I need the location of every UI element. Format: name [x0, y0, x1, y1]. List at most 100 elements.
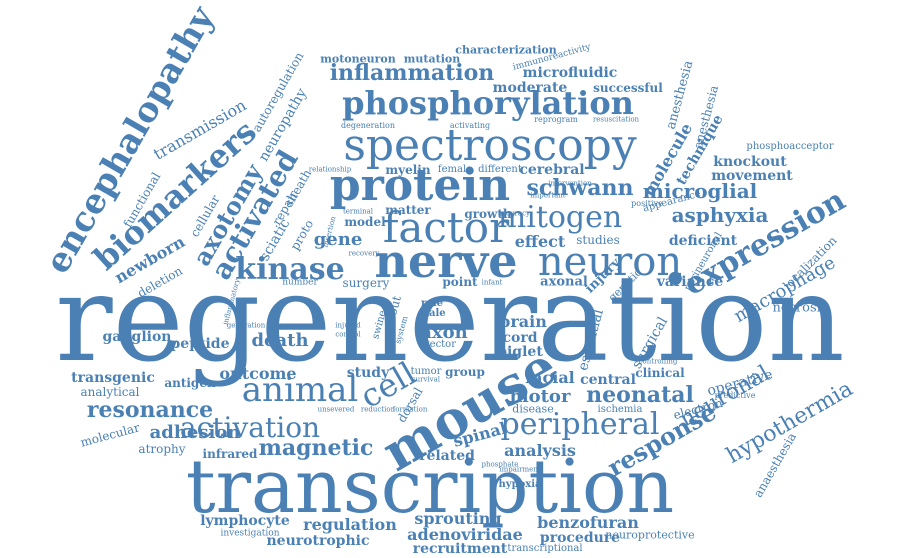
- cloud-word: nerve: [374, 234, 518, 288]
- cloud-word: surgery: [342, 276, 390, 290]
- cloud-word: benzofuran: [537, 513, 639, 532]
- cloud-word: neuroprotective: [605, 528, 695, 542]
- cloud-word: deficient: [668, 233, 738, 249]
- cloud-word: male: [418, 308, 446, 319]
- cloud-word: hypoxia: [498, 479, 542, 490]
- cloud-word: vector: [424, 339, 456, 350]
- cloud-word: central: [580, 372, 636, 388]
- cloud-word: generation: [226, 321, 266, 330]
- cloud-word: atrophy: [138, 442, 186, 456]
- cloud-word: activating: [449, 121, 491, 130]
- cloud-word: impairment: [499, 465, 541, 474]
- cloud-word: molecular: [78, 420, 142, 450]
- cloud-word: axon: [420, 322, 468, 343]
- cloud-word: regeneration: [55, 250, 845, 389]
- cloud-word: intervention: [548, 179, 592, 188]
- cloud-word: regulation: [303, 515, 397, 534]
- cloud-word: cord: [502, 330, 538, 346]
- cloud-word: moderate: [492, 80, 568, 96]
- cloud-word: peripheral: [500, 407, 660, 442]
- cloud-word: inflammation: [329, 60, 495, 86]
- cloud-word: adenoviridae: [407, 525, 523, 544]
- cloud-word: knockout: [713, 154, 787, 170]
- cloud-word: point: [442, 275, 478, 289]
- cloud-word: female: [437, 164, 473, 175]
- cloud-word: factor: [382, 203, 510, 252]
- cloud-word: movement: [711, 168, 793, 184]
- cloud-word: clinical: [635, 366, 685, 380]
- cloud-word: piglet: [497, 344, 543, 360]
- cloud-word: important: [530, 191, 566, 200]
- cloud-word: schwann: [526, 175, 634, 201]
- cloud-word: activation: [179, 411, 321, 444]
- cloud-word: positive: [631, 199, 663, 208]
- cloud-word: model: [344, 215, 386, 229]
- cloud-word: transcription: [185, 444, 675, 530]
- cloud-word: mitogen: [497, 200, 623, 235]
- cloud-word: neurotrophic: [266, 533, 370, 549]
- cloud-word: characterization: [455, 43, 557, 57]
- cloud-word: magnetic: [258, 435, 374, 461]
- cloud-word: matter: [385, 203, 431, 217]
- cloud-word: motor: [509, 386, 571, 407]
- cloud-word: recovery: [348, 249, 380, 258]
- cloud-word: transgenic: [71, 370, 155, 386]
- cloud-word: degeneration: [341, 121, 395, 130]
- cloud-word: accuracy: [498, 209, 530, 218]
- cloud-word: control: [335, 330, 361, 339]
- cloud-word: myelin: [385, 163, 431, 177]
- cloud-word: tumor: [410, 366, 442, 377]
- cloud-word: asphyxia: [671, 203, 769, 227]
- cloud-word: successful: [593, 81, 663, 95]
- cloud-word: ganglion: [102, 329, 172, 345]
- cloud-word: ischemia: [597, 404, 643, 415]
- cloud-word: neuron: [537, 239, 683, 285]
- cloud-word: necrosis: [772, 300, 828, 316]
- cloud-word: reduction: [360, 405, 396, 414]
- cloud-word: group: [445, 365, 485, 379]
- cloud-word: number: [282, 277, 318, 288]
- cloud-word: formation: [392, 405, 428, 414]
- cloud-word: role: [420, 298, 444, 309]
- cloud-word: recruitment: [412, 541, 508, 557]
- cloud-word: analysis: [504, 441, 576, 460]
- cloud-word: infant: [481, 278, 503, 287]
- cloud-word: phosphate: [481, 460, 519, 469]
- cloud-word: neonatal: [586, 382, 694, 408]
- cloud-word: controlling: [638, 357, 678, 366]
- cloud-word: kinase: [235, 252, 345, 287]
- cloud-word: spectroscopy: [343, 120, 637, 171]
- cloud-word: resonance: [86, 397, 214, 423]
- cloud-word: effect: [514, 232, 566, 251]
- cloud-word: mutation: [403, 52, 461, 66]
- cloud-word: investigation: [220, 528, 280, 539]
- cloud-word: cerebral: [519, 162, 585, 178]
- cloud-word: phosphoacceptor: [746, 141, 834, 152]
- cloud-word: lymphocyte: [200, 513, 290, 529]
- cloud-word: analytical: [80, 385, 140, 399]
- cloud-word: animal: [241, 370, 359, 410]
- cloud-word: survival: [411, 375, 441, 384]
- cloud-word: growth: [464, 207, 512, 221]
- cloud-word: predictive: [714, 391, 756, 400]
- cloud-word: terminal: [342, 207, 374, 216]
- cloud-word: relationship: [308, 165, 352, 174]
- cloud-word: procedure: [539, 530, 621, 546]
- cloud-word: death: [251, 330, 309, 351]
- cloud-word: phosphorylation: [342, 84, 634, 122]
- cloud-word: motoneuron: [320, 52, 396, 66]
- cloud-word: variance: [656, 274, 724, 290]
- cloud-word: gene: [313, 229, 363, 250]
- cloud-word: unsevered: [317, 405, 355, 414]
- cloud-word: sprouting: [414, 509, 502, 528]
- cloud-word: outcome: [219, 364, 297, 383]
- cloud-word: brain: [499, 312, 547, 331]
- cloud-word: reprogram: [534, 115, 578, 124]
- cloud-word: study: [346, 365, 390, 381]
- cloud-word: resuscitation: [592, 115, 640, 124]
- cloud-word: antigen: [164, 376, 216, 390]
- cloud-word: transcriptional: [507, 543, 583, 554]
- cloud-word: studies: [576, 233, 620, 247]
- cloud-word: protein: [329, 160, 511, 211]
